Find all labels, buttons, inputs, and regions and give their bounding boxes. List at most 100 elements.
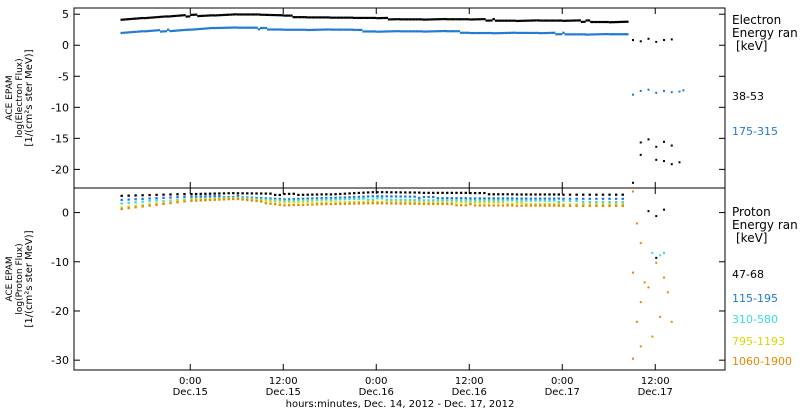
data-point (394, 202, 398, 205)
data-point (543, 31, 547, 35)
data-point (573, 19, 577, 22)
data-point (378, 17, 381, 20)
data-point (399, 202, 402, 205)
data-point (492, 201, 495, 204)
data-point (315, 193, 319, 196)
data-point (278, 193, 281, 197)
data-point (441, 18, 444, 21)
scatter-point-proton-1-0 (651, 251, 654, 254)
data-point (194, 195, 198, 198)
data-point (311, 200, 314, 203)
data-point (455, 191, 458, 194)
data-point (534, 19, 537, 22)
data-point (404, 198, 407, 201)
data-point (466, 18, 470, 21)
data-point (169, 196, 172, 199)
data-point (457, 18, 461, 21)
data-point (139, 17, 142, 20)
data-point (346, 16, 349, 19)
data-point (292, 204, 295, 207)
data-point (399, 198, 402, 201)
data-point (311, 197, 314, 200)
data-point (432, 195, 435, 199)
data-point (143, 17, 147, 20)
data-point (204, 195, 207, 198)
data-point (614, 193, 618, 196)
data-point (529, 19, 533, 22)
data-point (548, 197, 551, 200)
data-point (606, 32, 609, 36)
data-point (539, 19, 542, 22)
data-point (548, 199, 551, 202)
data-point (592, 33, 595, 36)
data-point (459, 31, 463, 34)
data-point (520, 201, 523, 204)
data-point (614, 201, 618, 204)
data-point (346, 28, 349, 31)
data-point (332, 28, 335, 31)
data-point (320, 197, 323, 200)
data-point (415, 18, 419, 21)
data-point (366, 202, 370, 205)
data-point (255, 192, 258, 195)
data-point (439, 30, 442, 33)
data-point (599, 20, 602, 24)
data-point (413, 30, 416, 33)
data-point (322, 16, 326, 19)
data-point (614, 33, 617, 36)
data-point (562, 204, 565, 207)
data-point (483, 31, 486, 35)
data-point (183, 195, 186, 198)
data-point (190, 28, 193, 31)
data-point (480, 18, 484, 21)
data-point (264, 26, 268, 30)
data-point (278, 200, 281, 204)
data-point (595, 201, 598, 204)
data-point (548, 193, 551, 196)
data-point (332, 16, 335, 19)
scatter-point-proton-0-11 (663, 276, 665, 279)
data-point (283, 204, 286, 207)
data-point (155, 197, 158, 200)
data-point (246, 13, 249, 16)
scatter-point-proton-0-5 (639, 301, 642, 304)
data-point (462, 18, 465, 21)
data-point (422, 201, 426, 204)
data-point (511, 204, 514, 207)
data-point (141, 16, 144, 20)
data-point (371, 198, 374, 201)
data-point (234, 26, 237, 29)
data-point (162, 202, 165, 206)
data-point (543, 204, 547, 207)
data-point (155, 16, 158, 19)
data-point (269, 197, 272, 200)
data-point (455, 199, 458, 202)
data-point (371, 30, 374, 33)
data-point (585, 33, 588, 36)
data-point (359, 28, 363, 32)
data-point (616, 20, 619, 24)
data-point (287, 201, 291, 204)
data-point (134, 206, 137, 209)
data-point (260, 199, 263, 202)
data-point (418, 196, 421, 200)
data-point (320, 198, 323, 201)
data-point (469, 18, 472, 21)
data-point (306, 197, 309, 200)
ytick-label-0-1: 0 (62, 39, 69, 52)
data-point (614, 204, 618, 207)
data-point (455, 18, 458, 21)
data-point (143, 30, 147, 33)
data-point (243, 13, 247, 16)
data-point (218, 26, 221, 30)
data-point (236, 197, 240, 201)
data-point (557, 33, 560, 36)
data-point (471, 31, 474, 35)
data-point (422, 30, 426, 33)
data-point (592, 20, 595, 24)
data-point (436, 191, 440, 194)
data-point (329, 193, 333, 196)
scatter-point-proton-0-7 (639, 345, 642, 348)
data-point (187, 28, 191, 31)
data-point (280, 14, 284, 17)
